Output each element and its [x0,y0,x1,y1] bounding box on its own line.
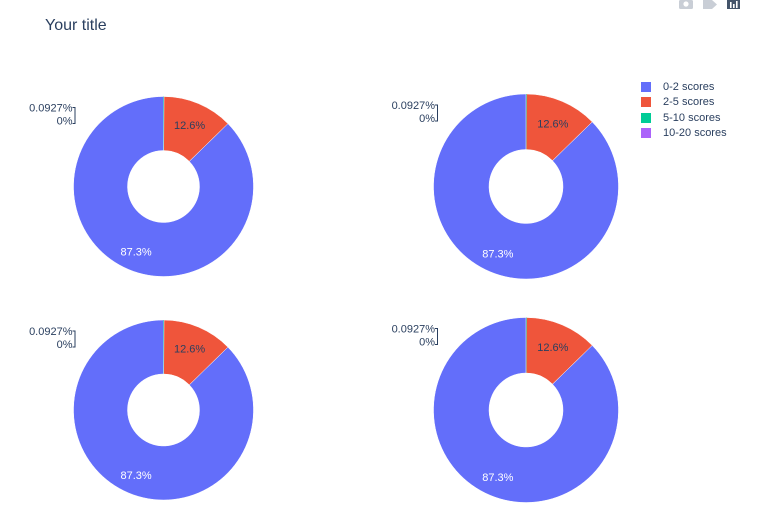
slice-label-outside: 0.0927% [29,103,73,115]
slice-label-outside: 0% [419,113,435,125]
slice-label: 87.3% [482,472,513,484]
slice-label-outside: 0% [419,337,435,349]
slice-label-outside: 0.0927% [392,100,436,112]
legend: 0-2 scores 2-5 scores 5-10 scores 10-20 … [641,79,727,141]
legend-label: 0-2 scores [663,80,715,93]
pie-slice[interactable] [163,320,165,375]
legend-item-5-10-scores[interactable]: 5-10 scores [641,110,727,126]
bar-chart-icon[interactable] [727,0,740,9]
legend-swatch [641,81,651,92]
donut-chart: 87.3% 12.6% 0.0927%0% [392,93,619,280]
legend-item-2-5-scores[interactable]: 2-5 scores [641,95,727,111]
donut-chart: 87.3% 12.6% 0.0927%0% [29,96,254,277]
camera-icon[interactable] [679,0,693,9]
pie-slice[interactable] [526,317,527,374]
leader-line [435,104,438,122]
slice-label: 12.6% [537,118,568,130]
leader-line [435,328,438,345]
legend-label: 2-5 scores [663,96,715,109]
slice-label-outside: 0.0927% [392,324,436,336]
chart-title: Your title [45,17,107,34]
pie-slice[interactable] [526,94,527,150]
tag-icon[interactable] [703,0,717,9]
donut-chart: 87.3% 12.6% 0.0927%0% [392,317,619,503]
leader-line [72,107,76,124]
slice-label: 87.3% [121,470,152,482]
legend-item-10-20-scores[interactable]: 10-20 scores [641,126,727,142]
legend-swatch [641,97,651,108]
slice-label: 12.6% [174,120,205,132]
pie-slice[interactable] [163,96,165,151]
slice-label-outside: 0% [57,339,73,351]
donut-chart: 87.3% 12.6% 0.0927%0% [29,319,254,501]
slice-label: 87.3% [482,248,513,260]
slice-label: 87.3% [121,247,152,259]
slice-label: 12.6% [537,342,568,354]
legend-item-0-2-scores[interactable]: 0-2 scores [641,79,727,95]
legend-label: 5-10 scores [663,111,721,124]
pie-slice[interactable] [73,96,254,277]
pie-slice[interactable] [525,93,593,162]
legend-label: 10-20 scores [663,127,727,140]
legend-swatch [641,112,651,123]
legend-swatch [641,128,651,139]
leader-line [72,330,76,348]
slice-label: 12.6% [174,344,205,356]
pie-slice[interactable] [525,317,593,385]
pie-slice[interactable] [73,319,254,501]
slice-label-outside: 0% [57,116,73,128]
slice-label-outside: 0.0927% [29,326,73,338]
pie-slice[interactable] [163,319,229,386]
pie-slice[interactable] [163,96,229,162]
modebar [679,0,740,10]
